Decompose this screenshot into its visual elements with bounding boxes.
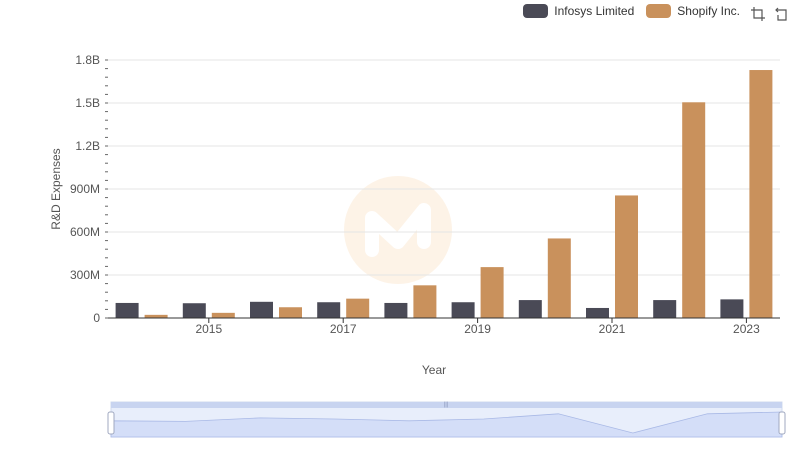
zoom-select-icon[interactable] [750, 6, 766, 22]
zoom-handle-right[interactable] [778, 411, 786, 435]
y-axis-title: R&D Expenses [49, 148, 63, 229]
y-minor-ticks [105, 59, 108, 319]
zoom-grip-icon[interactable]: ||| [444, 402, 449, 408]
y-tick-label: 300M [70, 268, 100, 282]
bar-infosys-2015[interactable] [182, 303, 206, 318]
bar-shopify-2017[interactable] [346, 298, 370, 318]
bar-shopify-2014[interactable] [144, 314, 168, 318]
legend-item-infosys[interactable]: Infosys Limited [523, 4, 634, 18]
x-tick-label: 2023 [733, 322, 760, 336]
bar-shopify-2023[interactable] [749, 70, 773, 319]
y-tick-label: 1.2B [75, 139, 100, 153]
toolbox [750, 6, 790, 22]
bar-infosys-2020[interactable] [518, 300, 542, 318]
y-tick-label: 0 [93, 311, 100, 325]
x-axis-labels: 2015 2017 2019 2021 2023 [195, 322, 760, 336]
legend-label-shopify: Shopify Inc. [677, 4, 740, 18]
watermark-logo [344, 176, 452, 284]
y-tick-label: 1.8B [75, 53, 100, 67]
legend-swatch-infosys [523, 4, 549, 18]
grid-lines [108, 59, 780, 276]
bar-infosys-2014[interactable] [115, 302, 139, 318]
y-tick-label: 600M [70, 225, 100, 239]
legend-label-infosys: Infosys Limited [554, 4, 635, 18]
bar-shopify-2019[interactable] [480, 267, 504, 318]
restore-icon[interactable] [774, 6, 790, 22]
bar-shopify-2018[interactable] [413, 285, 437, 318]
zoom-slider-top-bar[interactable] [111, 402, 782, 408]
bar-infosys-2016[interactable] [250, 301, 273, 318]
x-tick-label: 2019 [464, 322, 491, 336]
bar-shopify-2022[interactable] [682, 102, 706, 319]
legend: Infosys Limited Shopify Inc. [523, 4, 740, 18]
bar-shopify-2020[interactable] [547, 238, 571, 318]
zoom-handle-left[interactable] [107, 411, 115, 435]
bar-infosys-2019[interactable] [451, 302, 475, 318]
bar-shopify-2021[interactable] [615, 195, 638, 318]
x-tick-label: 2017 [330, 322, 357, 336]
y-tick-label: 1.5B [75, 96, 100, 110]
x-tick-label: 2021 [599, 322, 626, 336]
bar-infosys-2022[interactable] [653, 300, 677, 318]
x-tick-label: 2015 [195, 322, 222, 336]
legend-swatch-shopify [646, 4, 672, 18]
bar-infosys-2018[interactable] [384, 302, 408, 318]
x-axis-title: Year [422, 363, 446, 377]
y-tick-label: 900M [70, 182, 100, 196]
data-zoom-slider[interactable]: ||| [107, 401, 786, 438]
bar-infosys-2021[interactable] [586, 307, 609, 318]
y-axis-labels: 0 300M 600M 900M 1.2B 1.5B 1.8B [70, 53, 100, 325]
x-axis-ticks [208, 318, 747, 323]
bar-shopify-2016[interactable] [279, 307, 302, 318]
bar-infosys-2023[interactable] [720, 299, 744, 318]
bar-infosys-2017[interactable] [317, 302, 341, 318]
bars [115, 70, 773, 319]
legend-item-shopify[interactable]: Shopify Inc. [646, 4, 740, 18]
bar-shopify-2015[interactable] [211, 312, 235, 318]
